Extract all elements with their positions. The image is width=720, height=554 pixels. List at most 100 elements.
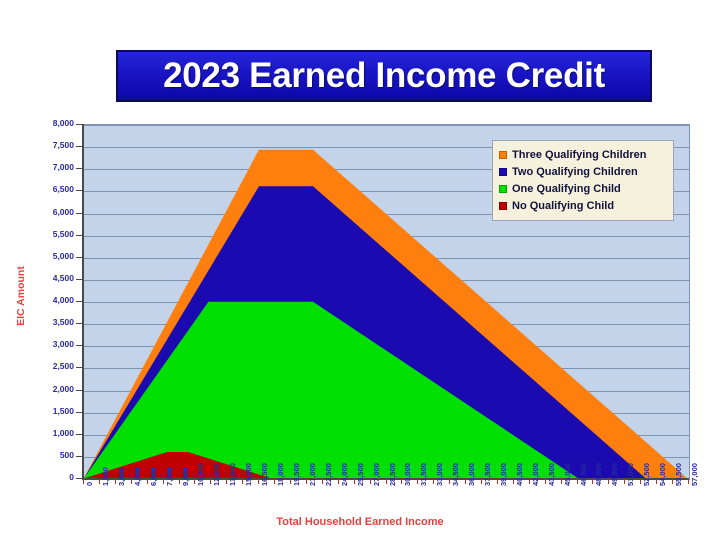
y-tick-mark [76,146,83,148]
gridline [84,191,689,193]
x-tick-label: 34,500 [451,463,461,486]
y-tick-label: 8,000 [52,118,74,128]
x-tick-mark [83,479,84,484]
x-tick-mark [608,479,610,484]
legend-swatch-icon [499,167,507,176]
x-tick-label: 25,500 [355,463,365,486]
x-tick-mark [305,479,307,484]
x-tick-mark [258,479,260,484]
legend-item[interactable]: Three Qualifying Children [499,146,667,163]
x-tick-mark [560,479,562,484]
x-tick-mark [178,479,180,484]
x-tick-mark [242,479,244,484]
gridline [84,147,689,149]
legend-swatch-icon [499,201,507,210]
x-tick-label: 54,000 [658,463,668,486]
plot-area [83,124,690,480]
y-tick-label: 1,500 [52,405,74,416]
x-tick-mark [337,479,339,484]
legend-item[interactable]: No Qualifying Child [499,197,667,214]
legend-item-label: Three Qualifying Children [512,148,647,161]
x-tick-mark [672,479,674,484]
x-tick-label: 39,000 [498,463,508,486]
x-tick-mark [576,479,578,484]
x-tick-mark [624,479,626,484]
y-tick-label: 1,000 [52,427,74,438]
x-axis-title: Total Household Earned Income [276,516,444,528]
x-tick-mark [544,479,546,484]
x-tick-label: 21,000 [307,463,317,486]
gridline [84,213,689,215]
x-tick-mark [162,479,164,484]
x-tick-mark [433,479,435,484]
x-tick-label: 55,500 [674,463,684,486]
x-tick-mark [640,479,642,484]
x-tick-label: 31,500 [419,463,429,486]
y-tick-mark [76,190,83,192]
y-tick-mark [76,345,83,347]
area-series-group [84,149,689,479]
x-tick-label: 33,000 [435,463,445,486]
legend-item-label: One Qualifying Child [512,182,621,195]
y-tick-mark [76,256,83,258]
x-tick-mark [353,479,355,484]
y-tick-label: 500 [59,449,74,460]
x-tick-label: 52,500 [642,463,652,486]
x-tick-mark [289,479,291,484]
x-tick-label: 49,500 [610,463,620,486]
y-tick-mark [76,168,83,170]
legend-item[interactable]: One Qualifying Child [499,180,667,197]
area-series-one-qualifying-child [84,301,580,479]
x-tick-mark [688,479,689,484]
x-tick-mark [114,479,116,484]
x-tick-mark [512,479,514,484]
x-tick-label: 12,000 [212,463,222,486]
x-tick-mark [385,479,387,484]
legend-item[interactable]: Two Qualifying Children [499,163,667,180]
x-tick-label: 37,500 [483,463,493,486]
y-tick-mark [76,234,83,236]
y-tick-label: 5,500 [52,228,74,239]
x-tick-label: 28,500 [387,463,397,486]
y-axis-title: EIC Amount [15,266,27,326]
y-tick-mark [76,478,83,479]
y-tick-label: 4,500 [52,272,74,283]
y-tick-label: 2,500 [52,361,74,372]
legend-item-label: No Qualifying Child [512,199,615,212]
legend-swatch-icon [499,184,507,193]
x-tick-mark [656,479,658,484]
x-tick-label: 6,000 [148,467,158,486]
y-tick-mark [76,301,83,302]
x-tick-mark [449,479,451,484]
x-tick-label: 15,000 [244,463,254,486]
x-tick-mark [417,479,419,484]
x-tick-label: 46,500 [578,463,588,486]
x-tick-mark [401,479,403,484]
y-tick-mark [76,433,83,435]
y-tick-label: 5,000 [52,250,74,261]
x-tick-mark [130,479,132,484]
x-tick-mark [369,479,371,484]
y-tick-label: 3,500 [52,317,74,328]
y-tick-mark [76,278,83,280]
x-tick-label: 24,000 [339,463,349,486]
y-tick-label: 6,000 [52,206,74,217]
y-tick-label: 2,000 [52,383,74,394]
x-tick-label: 40,500 [514,463,524,486]
x-tick-label: 43,500 [546,463,556,486]
x-tick-label: 27,000 [371,463,381,486]
x-tick-mark [274,479,276,484]
y-tick-mark [76,389,83,391]
x-tick-mark [98,479,100,484]
x-tick-mark [592,479,594,484]
x-tick-label: 45,000 [562,463,572,486]
x-tick-label: 7,500 [164,467,174,486]
x-tick-label: 30,000 [403,463,413,486]
page-title: 2023 Earned Income Credit [163,56,605,95]
x-tick-label: 36,000 [467,463,477,486]
x-tick-mark [528,479,530,484]
x-tick-label: 19,500 [291,463,301,486]
y-axis-line [82,124,84,479]
x-tick-label: 48,000 [594,463,604,486]
